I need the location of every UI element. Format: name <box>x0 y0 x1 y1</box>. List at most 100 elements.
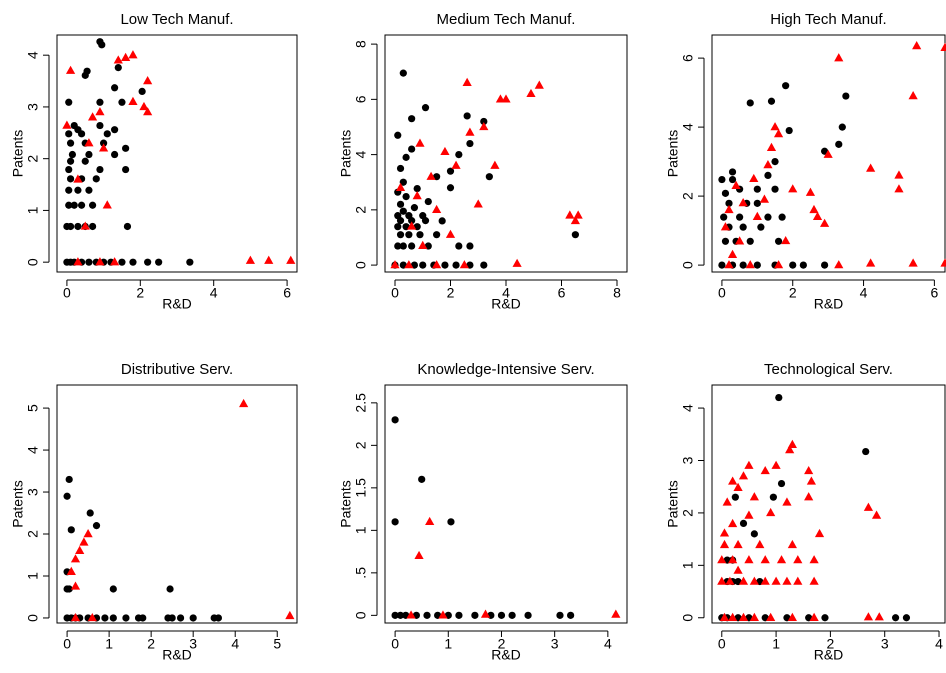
x-tick-label: 3 <box>881 636 889 652</box>
point-circle <box>764 213 772 221</box>
point-circle <box>66 222 75 231</box>
point-triangle <box>940 258 946 267</box>
point-triangle <box>512 258 522 267</box>
point-circle <box>111 150 119 159</box>
point-triangle <box>752 211 762 221</box>
point-circle <box>155 258 163 266</box>
point-circle <box>739 223 747 231</box>
point-circle <box>214 614 223 622</box>
point-circle <box>408 145 416 153</box>
point-triangle <box>866 258 876 267</box>
x-tick-label: 4 <box>231 636 239 652</box>
point-circle <box>419 261 427 269</box>
y-tick-label: 0 <box>353 611 369 619</box>
point-triangle <box>95 257 105 266</box>
point-circle <box>399 69 407 77</box>
x-tick-label: 1 <box>444 636 452 652</box>
point-circle <box>771 185 779 193</box>
point-triangle <box>445 229 456 238</box>
point-triangle <box>908 91 918 100</box>
y-tick-label: 5 <box>25 404 41 412</box>
y-tick-label: 4 <box>680 123 696 131</box>
point-circle <box>757 223 765 231</box>
point-triangle <box>760 555 770 564</box>
y-tick-label: 2 <box>25 155 41 163</box>
point-triangle <box>75 545 85 555</box>
point-triangle <box>745 260 755 269</box>
point-circle <box>441 261 449 269</box>
point-circle <box>446 184 455 192</box>
point-circle <box>122 144 130 152</box>
point-circle <box>391 611 399 619</box>
point-circle <box>68 150 77 159</box>
x-tick-label: 3 <box>189 636 197 652</box>
y-tick-label: 3 <box>680 456 696 464</box>
point-circle <box>764 171 772 180</box>
point-circle <box>739 519 748 527</box>
point-circle <box>497 611 506 619</box>
point-circle <box>424 197 432 206</box>
point-triangle <box>80 221 90 230</box>
point-triangle <box>722 497 732 506</box>
x-tick-label: 2 <box>789 285 797 301</box>
point-triangle <box>738 576 749 585</box>
point-triangle <box>611 609 621 618</box>
point-circle <box>402 153 410 161</box>
point-triangle <box>573 210 583 219</box>
point-circle <box>399 242 407 250</box>
point-circle <box>433 231 441 239</box>
x-tick-label: 2 <box>827 636 835 652</box>
point-circle <box>416 231 424 239</box>
point-circle <box>410 204 419 212</box>
point-triangle <box>720 222 731 231</box>
point-triangle <box>565 210 575 219</box>
point-triangle <box>440 146 450 156</box>
point-triangle <box>418 240 428 249</box>
point-triangle <box>84 138 94 147</box>
point-circle <box>101 614 109 622</box>
point-circle <box>753 261 761 269</box>
point-circle <box>83 67 91 75</box>
y-tick-label: 6 <box>353 95 369 103</box>
point-circle <box>466 139 474 148</box>
point-circle <box>394 131 402 139</box>
point-triangle <box>479 121 489 131</box>
point-triangle <box>804 465 814 475</box>
x-axis-label: R&D <box>491 296 521 312</box>
point-triangle <box>781 235 791 245</box>
y-tick-label: 0 <box>25 258 41 266</box>
point-circle <box>463 112 471 120</box>
y-tick-label: 0 <box>680 614 696 622</box>
point-circle <box>111 126 119 134</box>
plot-box <box>384 34 628 273</box>
point-triangle <box>728 518 738 528</box>
point-triangle <box>414 550 424 560</box>
x-tick-label: 4 <box>210 285 218 301</box>
panel: High Tech Manuf. 0 2 4 6 R&D 0 2 4 6 Patents <box>665 11 946 312</box>
y-tick-label: 3 <box>25 488 41 496</box>
point-triangle <box>526 88 536 98</box>
point-circle <box>418 475 426 483</box>
point-triangle <box>87 612 97 622</box>
x-tick-label: 4 <box>935 636 943 652</box>
x-tick-label: 2 <box>136 285 144 301</box>
point-circle <box>88 201 97 209</box>
point-circle <box>567 611 575 619</box>
point-circle <box>524 611 532 619</box>
point-circle <box>746 99 754 107</box>
point-circle <box>721 237 730 245</box>
point-circle <box>471 611 479 619</box>
point-circle <box>129 258 137 266</box>
point-circle <box>419 212 427 220</box>
y-tick-label: 2.5 <box>353 393 369 413</box>
plot-box <box>384 384 628 624</box>
point-triangle <box>143 76 153 85</box>
point-triangle <box>735 236 745 245</box>
point-triangle <box>438 610 448 619</box>
point-circle <box>186 258 194 266</box>
point-triangle <box>717 576 727 585</box>
plot-box <box>711 384 946 624</box>
point-triangle <box>806 476 816 485</box>
point-triangle <box>760 576 770 585</box>
point-triangle <box>128 96 138 105</box>
